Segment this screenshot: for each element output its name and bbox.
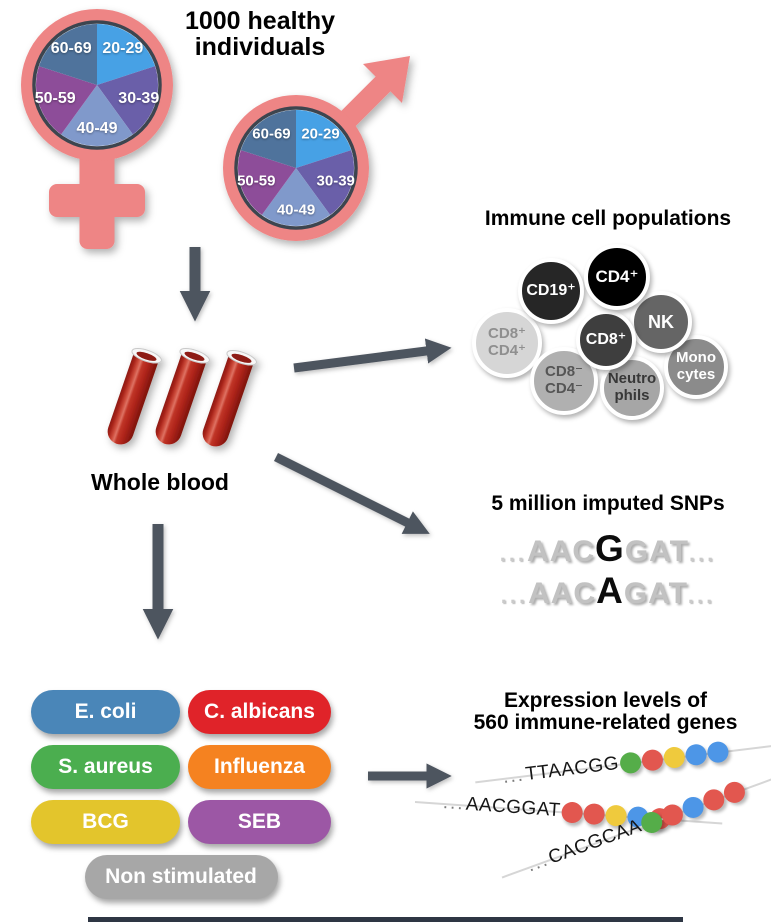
female-crossbar	[49, 184, 145, 217]
stimulus-pill-bcg: BCG	[31, 800, 180, 844]
sequence-text: ...	[499, 541, 528, 566]
immune-cells-title: Immune cell populations	[484, 207, 732, 230]
pie-slice-60-69	[38, 24, 97, 85]
age-label-40-49: 40-49	[276, 201, 316, 219]
cohort-title: 1000 healthy individuals	[184, 7, 336, 61]
age-label-60-69: 60-69	[252, 125, 291, 143]
age-label-20-29: 20-29	[102, 40, 144, 58]
snp-sequence-1: ...AACGGAT...	[448, 528, 768, 570]
sequence-ellipsis: ...	[442, 792, 466, 815]
stimuli-panel: E. coli C. albicans S. aureus Influenza BCG S…	[31, 690, 331, 899]
snp-sequence-2: ...AACAGAT...	[448, 570, 768, 612]
age-label-20-29: 20-29	[301, 125, 340, 143]
pie-slice-20-29	[97, 24, 156, 85]
male-arrow-head	[363, 56, 410, 103]
blood-tube	[107, 348, 162, 445]
pie-slice-50-59	[36, 66, 97, 135]
stimulus-pill-e-coli: E. coli	[31, 690, 180, 734]
blood-tubes	[107, 348, 257, 447]
age-label-40-49: 40-49	[76, 119, 118, 137]
sequence-text: GAT	[624, 535, 689, 568]
expression-dot-red	[582, 802, 606, 825]
stimulus-pill-seb: SEB	[188, 800, 331, 844]
expression-title: Expression levels of 560 immune-related …	[473, 689, 738, 734]
expression-dot-green	[618, 750, 643, 775]
sequence-ellipsis: ...	[501, 764, 526, 788]
male-symbol	[223, 56, 410, 241]
expression-dot-red	[560, 800, 584, 824]
cell-cd4: CD4⁺	[584, 244, 650, 310]
arrow-blood-to-cells	[293, 338, 452, 373]
age-pie-male	[238, 110, 354, 226]
stimulus-pill-influenza: Influenza	[188, 745, 331, 789]
pie-slice-30-39	[97, 66, 158, 135]
expression-dot-blue	[705, 739, 730, 764]
expression-dot-blue	[684, 742, 708, 767]
expression-dot-yellow	[662, 745, 686, 769]
sequence-text: AAC	[528, 577, 597, 610]
age-label-50-59: 50-59	[34, 89, 76, 107]
flow-arrows	[142, 247, 452, 789]
age-label-50-59: 50-59	[237, 172, 276, 190]
pie-slice-20-29	[296, 110, 352, 168]
sequence-text: GAT	[623, 577, 688, 610]
sequence-text: ...	[687, 583, 716, 608]
stimulus-pill-non-stimulated: Non stimulated	[84, 855, 278, 899]
arrow-blood-to-snps	[273, 452, 430, 534]
sequence-text: AAC	[527, 535, 596, 568]
sequence-text: ...	[688, 541, 717, 566]
cell-cd8-cd4: CD8⁺ CD4⁺	[472, 308, 542, 378]
stimulus-pill-c-albicans: C. albicans	[188, 690, 331, 734]
age-label-30-39: 30-39	[316, 172, 355, 190]
expression-dot-red	[640, 747, 664, 772]
blood-tube	[202, 350, 257, 447]
pie-slice-50-59	[238, 150, 296, 215]
pie-slice-40-49	[261, 168, 331, 226]
bottom-rule	[88, 917, 683, 922]
cell-cd8: CD8⁺	[576, 310, 636, 370]
cell-nk: NK	[630, 291, 692, 353]
cell-cd19: CD19⁺	[518, 258, 584, 324]
pie-slice-40-49	[61, 85, 133, 146]
age-label-60-69: 60-69	[50, 40, 92, 58]
snp-allele: G	[595, 528, 625, 569]
sequence-text: ...	[500, 583, 529, 608]
blood-tube	[155, 348, 210, 445]
pie-slice-60-69	[240, 110, 296, 168]
age-pie-female	[36, 24, 158, 146]
whole-blood-label: Whole blood	[91, 469, 229, 495]
age-label-30-39: 30-39	[118, 89, 160, 107]
female-symbol	[21, 9, 173, 249]
snp-allele: A	[596, 570, 624, 611]
pie-slice-30-39	[296, 150, 354, 215]
snps-title: 5 million imputed SNPs	[491, 492, 725, 515]
stimulus-pill-s-aureus: S. aureus	[31, 745, 180, 789]
